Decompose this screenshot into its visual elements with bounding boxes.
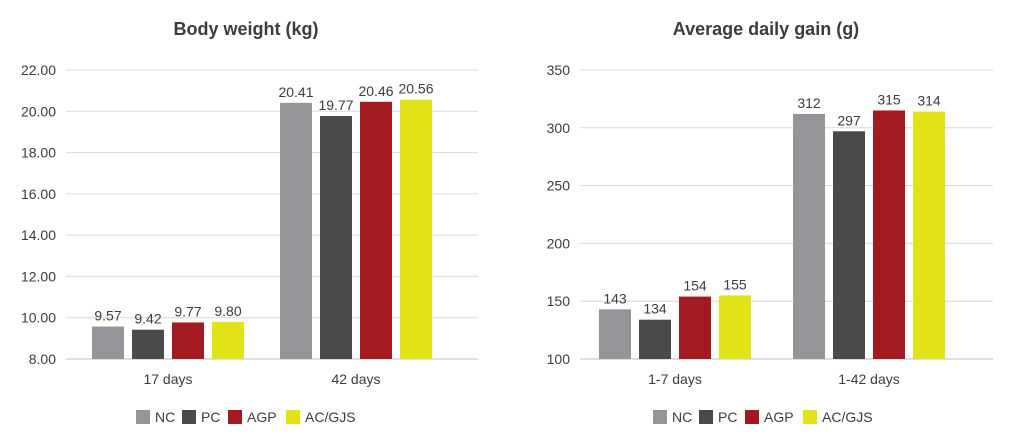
legend-swatch (286, 410, 300, 424)
y-tick-label: 12.00 (21, 268, 56, 284)
data-label: 20.46 (358, 83, 393, 99)
data-label: 134 (643, 301, 667, 317)
data-label: 154 (683, 278, 707, 294)
bar-nc (793, 113, 825, 359)
legend-label: AGP (247, 409, 277, 425)
data-label: 9.57 (94, 308, 121, 324)
chart-1: Average daily gain (g) 100 150 200 250 300 350… (547, 19, 993, 425)
legend-label: AGP (764, 409, 794, 425)
legend-swatch (745, 410, 759, 424)
legend: NC PC AGP AC/GJS (653, 409, 873, 425)
y-tick-label: 350 (547, 62, 571, 78)
bar-ac-gjs (719, 295, 751, 359)
data-label: 143 (603, 290, 627, 306)
legend: NC PC AGP AC/GJS (136, 409, 356, 425)
chart-title: Body weight (kg) (174, 19, 319, 39)
y-tick-label: 20.00 (21, 103, 56, 119)
bar-pc (320, 116, 352, 359)
data-label: 19.77 (318, 97, 353, 113)
legend-swatch (653, 410, 667, 424)
y-tick-label: 14.00 (21, 227, 56, 243)
data-label: 315 (877, 91, 901, 107)
legend-swatch (803, 410, 817, 424)
bar-agp (360, 101, 392, 359)
y-tick-label: 22.00 (21, 62, 56, 78)
data-label: 9.77 (174, 303, 201, 319)
y-tick-label: 10.00 (21, 310, 56, 326)
y-tick-label: 100 (547, 351, 571, 367)
data-label: 20.56 (398, 81, 433, 97)
bar-ac-gjs (212, 321, 244, 359)
legend-label: AC/GJS (822, 409, 873, 425)
bar-nc (280, 102, 312, 359)
data-label: 20.41 (278, 84, 313, 100)
data-label: 312 (797, 95, 821, 111)
data-label: 314 (917, 93, 941, 109)
legend-label: PC (201, 409, 220, 425)
legend-swatch (699, 410, 713, 424)
bar-agp (172, 322, 204, 359)
bar-agp (679, 296, 711, 359)
data-label: 9.42 (134, 311, 161, 327)
chart-title: Average daily gain (g) (673, 19, 859, 39)
data-label: 297 (837, 112, 861, 128)
y-tick-label: 16.00 (21, 186, 56, 202)
y-tick-label: 8.00 (29, 351, 56, 367)
y-tick-label: 150 (547, 293, 571, 309)
bar-agp (873, 110, 905, 360)
y-tick-label: 300 (547, 120, 571, 136)
bar-nc (599, 309, 631, 359)
data-label: 155 (723, 276, 747, 292)
legend-label: NC (155, 409, 175, 425)
bar-ac-gjs (400, 99, 432, 360)
x-category-label: 17 days (143, 371, 192, 387)
x-category-label: 42 days (331, 371, 380, 387)
chart-0: Body weight (kg) 8.00 10.00 12.00 14.00 16.00… (21, 19, 478, 425)
y-tick-label: 200 (547, 235, 571, 251)
legend-label: NC (672, 409, 692, 425)
data-label: 9.80 (214, 303, 241, 319)
y-tick-label: 250 (547, 178, 571, 194)
x-category-label: 1-42 days (838, 371, 899, 387)
legend-swatch (182, 410, 196, 424)
legend-label: AC/GJS (305, 409, 356, 425)
legend-swatch (228, 410, 242, 424)
x-category-label: 1-7 days (648, 371, 702, 387)
bar-pc (132, 329, 164, 359)
legend-label: PC (718, 409, 737, 425)
bar-ac-gjs (913, 111, 945, 359)
bar-pc (639, 319, 671, 359)
legend-swatch (136, 410, 150, 424)
bar-pc (833, 131, 865, 359)
bar-nc (92, 326, 124, 359)
y-tick-label: 18.00 (21, 145, 56, 161)
